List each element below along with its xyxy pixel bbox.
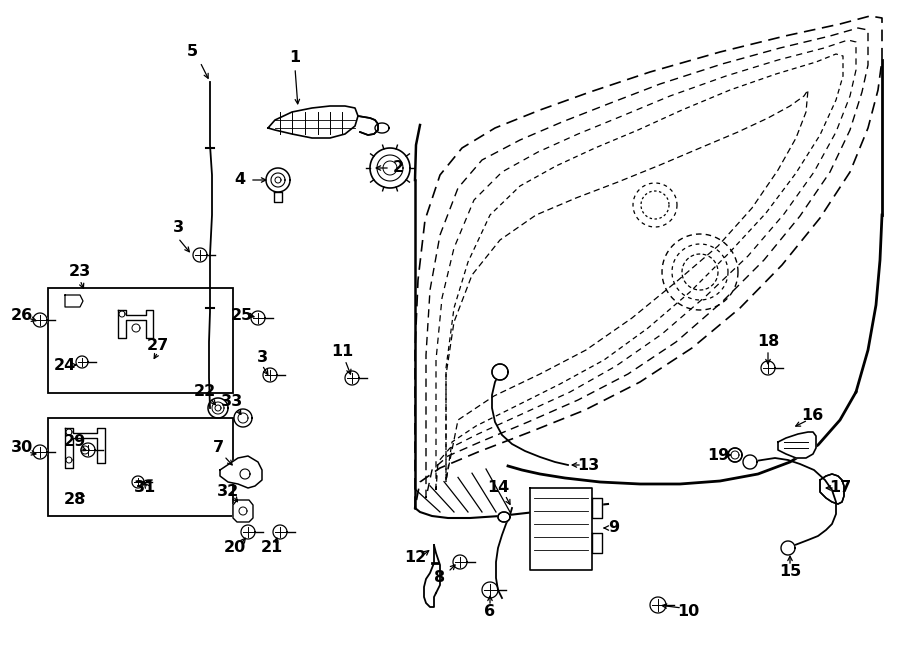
Polygon shape bbox=[65, 428, 105, 468]
Text: 16: 16 bbox=[801, 407, 824, 422]
Polygon shape bbox=[268, 106, 358, 138]
Polygon shape bbox=[81, 443, 95, 457]
Polygon shape bbox=[743, 455, 757, 469]
Polygon shape bbox=[820, 474, 844, 504]
Polygon shape bbox=[492, 364, 508, 380]
Text: 29: 29 bbox=[64, 434, 86, 449]
Polygon shape bbox=[592, 498, 602, 518]
Text: 5: 5 bbox=[186, 44, 198, 59]
Text: 2: 2 bbox=[392, 161, 403, 176]
Polygon shape bbox=[781, 541, 795, 555]
Polygon shape bbox=[530, 488, 592, 570]
Text: 3: 3 bbox=[173, 221, 184, 235]
Text: 4: 4 bbox=[234, 173, 246, 188]
Text: 20: 20 bbox=[224, 541, 246, 555]
Polygon shape bbox=[778, 432, 816, 458]
Polygon shape bbox=[482, 582, 498, 598]
Polygon shape bbox=[65, 295, 83, 307]
Text: 31: 31 bbox=[134, 481, 156, 496]
Text: 22: 22 bbox=[194, 385, 216, 399]
Text: 32: 32 bbox=[217, 485, 239, 500]
Bar bbox=[48, 288, 233, 393]
Polygon shape bbox=[241, 525, 255, 539]
Polygon shape bbox=[592, 533, 602, 553]
Text: 21: 21 bbox=[261, 541, 284, 555]
Polygon shape bbox=[220, 456, 262, 488]
Polygon shape bbox=[370, 148, 410, 188]
Polygon shape bbox=[453, 555, 467, 569]
Text: 28: 28 bbox=[64, 492, 86, 508]
Text: 9: 9 bbox=[608, 520, 619, 535]
Polygon shape bbox=[358, 116, 378, 135]
Polygon shape bbox=[33, 445, 47, 459]
Text: 17: 17 bbox=[829, 481, 851, 496]
Text: 33: 33 bbox=[220, 395, 243, 410]
Text: 6: 6 bbox=[484, 605, 496, 619]
Text: 27: 27 bbox=[147, 338, 169, 352]
Text: 7: 7 bbox=[212, 440, 223, 455]
Text: 3: 3 bbox=[256, 350, 267, 366]
Polygon shape bbox=[251, 311, 265, 325]
Text: 19: 19 bbox=[706, 447, 729, 463]
Polygon shape bbox=[266, 168, 290, 192]
Polygon shape bbox=[728, 448, 742, 462]
Text: 30: 30 bbox=[11, 440, 33, 455]
Polygon shape bbox=[345, 371, 359, 385]
Text: 11: 11 bbox=[331, 344, 353, 360]
Text: 25: 25 bbox=[231, 307, 253, 323]
Text: 14: 14 bbox=[487, 481, 509, 496]
Polygon shape bbox=[33, 313, 47, 327]
Polygon shape bbox=[274, 192, 282, 202]
Text: 23: 23 bbox=[69, 264, 91, 280]
Polygon shape bbox=[132, 476, 144, 488]
Text: 15: 15 bbox=[778, 564, 801, 580]
Text: 24: 24 bbox=[54, 358, 76, 373]
Polygon shape bbox=[193, 248, 207, 262]
Text: 13: 13 bbox=[577, 457, 599, 473]
Text: 12: 12 bbox=[404, 551, 426, 566]
Polygon shape bbox=[650, 597, 666, 613]
Polygon shape bbox=[498, 512, 510, 522]
Text: 10: 10 bbox=[677, 605, 699, 619]
Text: 8: 8 bbox=[435, 570, 446, 586]
Text: 26: 26 bbox=[11, 307, 33, 323]
Polygon shape bbox=[263, 368, 277, 382]
Text: 1: 1 bbox=[290, 50, 301, 65]
Bar bbox=[48, 418, 233, 516]
Polygon shape bbox=[118, 310, 153, 338]
Polygon shape bbox=[76, 356, 88, 368]
Polygon shape bbox=[233, 500, 253, 522]
Text: 18: 18 bbox=[757, 334, 779, 350]
Polygon shape bbox=[761, 361, 775, 375]
Polygon shape bbox=[273, 525, 287, 539]
